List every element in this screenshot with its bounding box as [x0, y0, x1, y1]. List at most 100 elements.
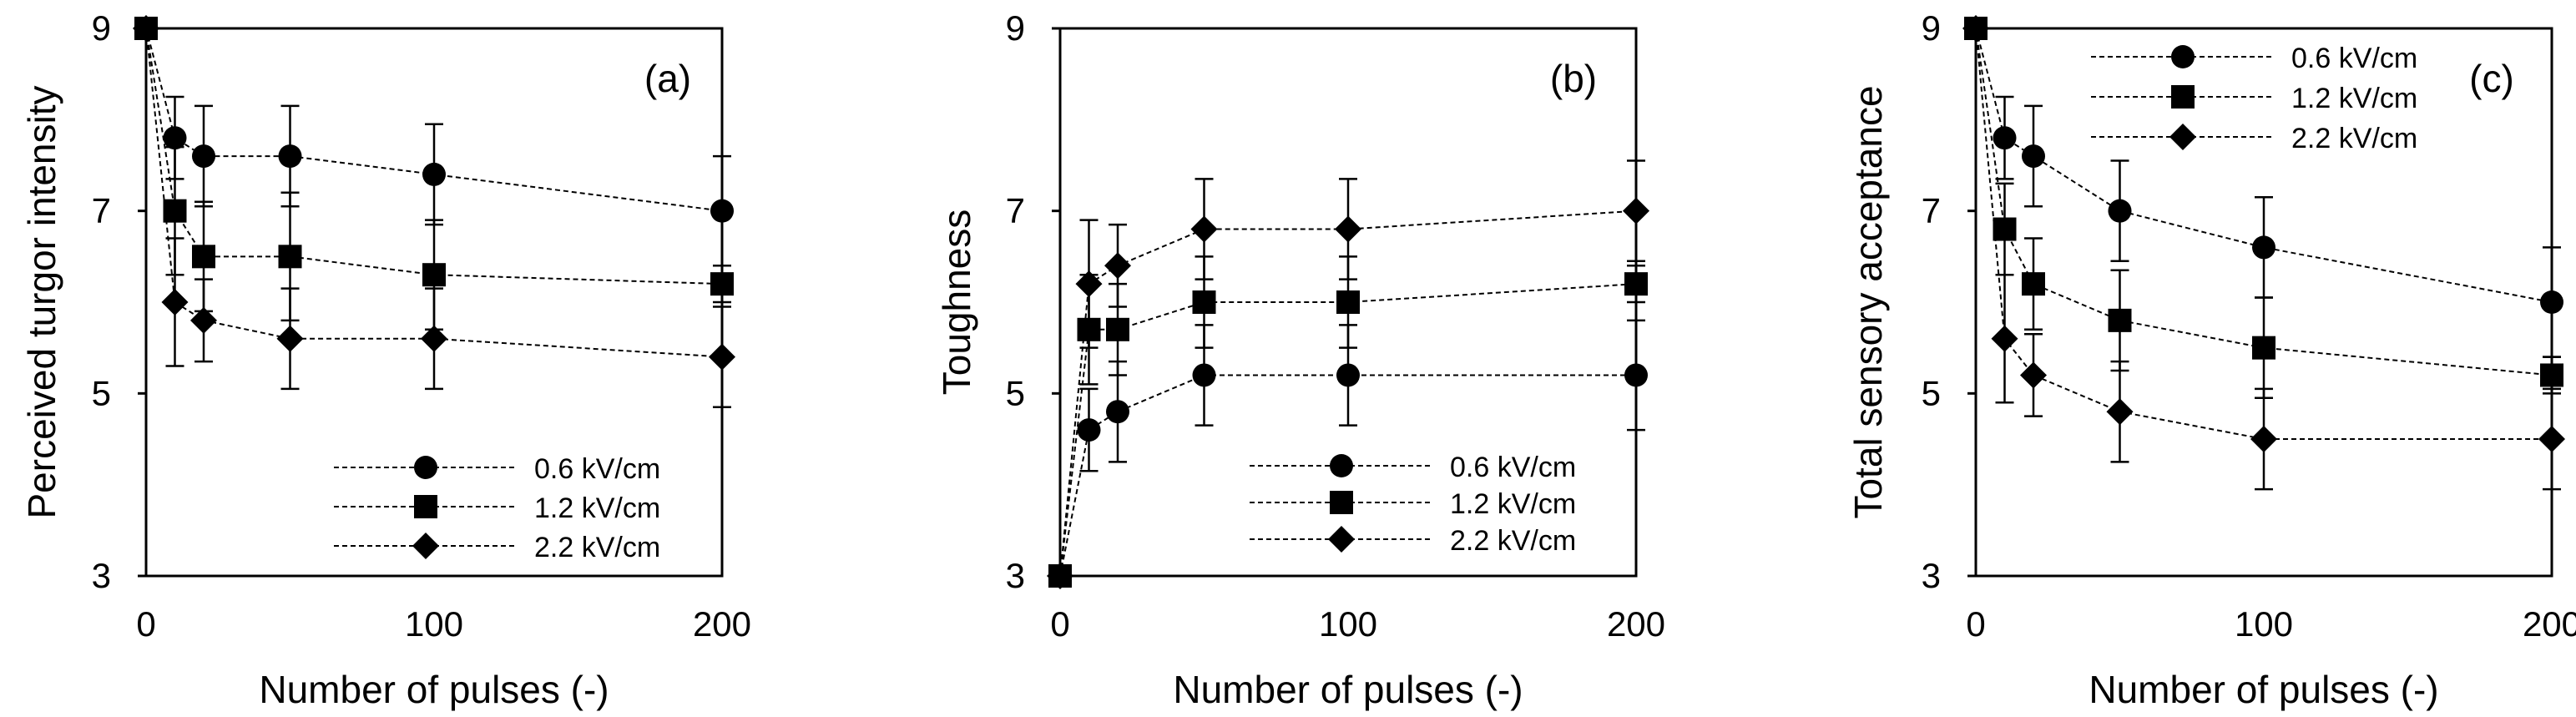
data-point-diamond [161, 289, 189, 316]
y-tick-label: 9 [1006, 8, 1025, 48]
series-line [145, 28, 723, 212]
series-circle [1964, 17, 2563, 358]
y-tick-label: 3 [1006, 556, 1025, 595]
data-point-diamond [276, 325, 304, 352]
legend-label: 1.2 kV/cm [534, 492, 660, 524]
legend-marker-circle [1330, 454, 1353, 477]
legend: 0.6 kV/cm 1.2 kV/cm 2.2 kV/cm [2091, 43, 2417, 154]
data-point-square [2022, 272, 2045, 296]
panel-label: (b) [1550, 57, 1597, 100]
data-point-circle [2540, 290, 2563, 314]
data-point-diamond [1075, 270, 1103, 298]
series-square [134, 17, 734, 331]
x-axis-label: Number of pulses (-) [2089, 668, 2438, 711]
legend-marker-diamond [1328, 526, 1355, 553]
data-point-square [2252, 336, 2275, 360]
data-point-diamond [709, 343, 735, 371]
y-tick-label: 5 [1006, 373, 1025, 412]
x-tick-label: 0 [136, 604, 155, 644]
y-tick-label: 7 [92, 191, 111, 230]
series-line [1975, 28, 2553, 303]
series-line [1059, 374, 1636, 577]
y-axis-label: Total sensory acceptance [1846, 85, 1890, 518]
x-tick-label: 0 [1050, 604, 1069, 644]
legend-label: 2.2 kV/cm [2291, 123, 2417, 154]
series-diamond [133, 15, 735, 408]
legend-marker-circle [2171, 45, 2195, 68]
data-point-diamond [1104, 252, 1131, 280]
data-point-square [2108, 308, 2132, 332]
y-tick-label: 9 [1922, 8, 1941, 48]
data-point-diamond [1991, 325, 2018, 352]
data-point-diamond [1623, 197, 1649, 225]
y-tick-label: 7 [1006, 191, 1025, 230]
legend-marker-circle [414, 456, 437, 479]
x-tick-label: 0 [1966, 604, 1985, 644]
data-point-circle [2252, 235, 2275, 260]
data-point-diamond [1335, 215, 1361, 243]
data-point-circle [278, 144, 302, 169]
x-axis-label: Number of pulses (-) [259, 668, 609, 711]
data-point-diamond [2106, 398, 2134, 426]
data-point-diamond [1962, 15, 1989, 42]
panel-label: (c) [2469, 57, 2514, 100]
legend-label: 1.2 kV/cm [1450, 488, 1576, 520]
data-point-square [1624, 272, 1648, 296]
data-point-square [278, 245, 302, 269]
data-point-square [1336, 290, 1360, 314]
data-point-circle [1192, 363, 1216, 387]
series-line [1975, 28, 2552, 440]
series-diamond [1962, 15, 2565, 491]
legend-marker-square [414, 495, 437, 518]
legend: 0.6 kV/cm 1.2 kV/cm 2.2 kV/cm [334, 453, 660, 563]
series-line [1975, 28, 2553, 376]
legend-label: 0.6 kV/cm [2291, 43, 2417, 74]
series-line [145, 28, 723, 358]
data-point-diamond [421, 325, 447, 352]
data-point-square [163, 199, 187, 223]
legend-marker-diamond [412, 533, 439, 559]
x-tick-label: 200 [2523, 604, 2576, 644]
x-tick-label: 100 [1319, 604, 1377, 644]
data-point-square [2540, 363, 2563, 387]
data-point-circle [710, 199, 734, 223]
y-tick-label: 9 [92, 8, 111, 48]
data-point-diamond [190, 306, 217, 334]
chart-panel-a: 3 5 7 9 0 100 200 Number of pulses (-) Perceived… [20, 8, 751, 711]
y-tick-label: 5 [92, 373, 111, 412]
data-point-diamond [2538, 426, 2565, 452]
y-tick-label: 5 [1922, 373, 1941, 412]
data-point-circle [1106, 400, 1129, 424]
y-tick-label: 3 [92, 556, 111, 595]
data-point-diamond [1190, 215, 1218, 243]
series-line [1059, 283, 1637, 577]
data-point-diamond [1047, 563, 1073, 589]
data-point-circle [422, 162, 446, 186]
data-point-square [192, 245, 215, 269]
data-point-square [710, 272, 734, 296]
x-axis-label: Number of pulses (-) [1173, 668, 1523, 711]
data-point-circle [1336, 363, 1360, 387]
data-point-square [1106, 317, 1129, 341]
x-tick-label: 100 [2235, 604, 2293, 644]
series-line [1059, 210, 1637, 577]
series-diamond [1047, 159, 1649, 589]
data-point-circle [2022, 144, 2045, 169]
y-tick-label: 7 [1922, 191, 1941, 230]
legend-label: 0.6 kV/cm [534, 453, 660, 485]
data-point-circle [163, 126, 187, 150]
data-point-square [422, 263, 446, 287]
legend-marker-diamond [2169, 124, 2196, 150]
panel-label: (a) [644, 57, 691, 100]
data-point-square [1993, 217, 2017, 241]
data-point-circle [1624, 363, 1648, 387]
chart-panel-c: 3 5 7 9 0 100 200 Number of pulses (-) Total sen… [1846, 8, 2576, 711]
legend-label: 0.6 kV/cm [1450, 452, 1576, 483]
x-tick-label: 200 [693, 604, 751, 644]
data-point-diamond [2250, 426, 2277, 452]
y-axis-label: Toughness [935, 210, 978, 396]
y-tick-label: 3 [1922, 556, 1941, 595]
data-point-diamond [133, 15, 159, 42]
data-point-square [1192, 290, 1216, 314]
